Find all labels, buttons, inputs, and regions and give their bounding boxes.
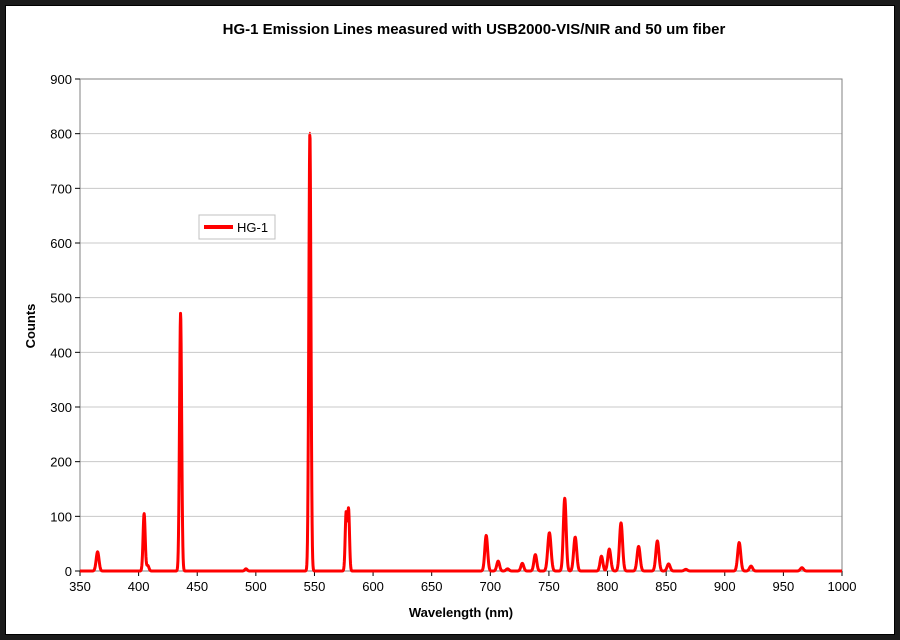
series-line-hg-1 xyxy=(78,133,844,573)
peak-point xyxy=(563,497,566,500)
peak-point xyxy=(245,568,247,570)
peak-point xyxy=(637,545,640,548)
peak-point xyxy=(656,540,659,542)
peak-point xyxy=(143,512,145,515)
peak-point xyxy=(750,565,752,567)
x-tick-label: 500 xyxy=(245,579,267,594)
x-tick-label: 350 xyxy=(69,579,91,594)
peak-point xyxy=(738,541,740,544)
peak-point xyxy=(485,534,488,537)
gridlines xyxy=(80,78,842,517)
chart-frame: HG-1 Emission Lines measured with USB200… xyxy=(5,5,895,635)
peak-point xyxy=(667,563,670,565)
plot-area xyxy=(79,78,843,572)
x-tick-label: 700 xyxy=(479,579,501,594)
legend: HG-1 xyxy=(198,214,276,240)
series-group xyxy=(78,131,844,573)
peak-point xyxy=(534,553,537,556)
peak-point xyxy=(608,548,611,550)
y-tick-label: 200 xyxy=(50,455,72,470)
peak-point xyxy=(548,531,551,534)
y-tick-label: 500 xyxy=(50,291,72,306)
peak-point xyxy=(685,568,687,571)
legend-label: HG-1 xyxy=(237,220,268,235)
x-tick-label: 850 xyxy=(655,579,677,594)
y-tick-label: 400 xyxy=(50,345,72,360)
x-tick-label: 550 xyxy=(304,579,326,594)
y-axis: 0 100 200 300 400 500 600 700 800 900 xyxy=(50,72,80,579)
x-tick-label: 950 xyxy=(773,579,795,594)
peak-point xyxy=(146,564,149,567)
y-tick-label: 700 xyxy=(50,181,72,196)
peak-point xyxy=(620,522,622,524)
y-tick-label: 800 xyxy=(50,127,72,142)
x-tick-label: 650 xyxy=(421,579,443,594)
x-tick-label: 900 xyxy=(714,579,736,594)
x-tick-label: 400 xyxy=(128,579,150,594)
peak-point xyxy=(574,536,576,538)
x-tick-label: 1000 xyxy=(828,579,857,594)
peak-point xyxy=(345,512,347,515)
x-axis: 350 400 450 500 550 600 650 700 750 800 850 900 950 1… xyxy=(69,571,856,594)
peak-point xyxy=(179,312,182,314)
x-tick-label: 600 xyxy=(362,579,384,594)
y-tick-label: 0 xyxy=(65,564,72,579)
peak-point xyxy=(600,555,603,558)
peak-point xyxy=(801,566,803,569)
peak-point xyxy=(309,131,311,134)
y-tick-label: 100 xyxy=(50,509,72,524)
chart-title: HG-1 Emission Lines measured with USB200… xyxy=(223,21,726,38)
y-axis-label: Counts xyxy=(23,304,38,349)
y-tick-label: 300 xyxy=(50,400,72,415)
peak-point xyxy=(96,551,99,553)
y-tick-label: 600 xyxy=(50,236,72,251)
peak-point xyxy=(497,560,499,562)
y-tick-label: 900 xyxy=(50,72,72,87)
emission-chart: HG-1 Emission Lines measured with USB200… xyxy=(23,21,856,620)
peak-point xyxy=(506,568,509,570)
x-axis-label: Wavelength (nm) xyxy=(409,605,513,620)
peak-point xyxy=(521,562,524,565)
peak-point xyxy=(347,508,350,511)
x-tick-label: 750 xyxy=(538,579,560,594)
x-tick-label: 800 xyxy=(597,579,619,594)
x-tick-label: 450 xyxy=(186,579,208,594)
